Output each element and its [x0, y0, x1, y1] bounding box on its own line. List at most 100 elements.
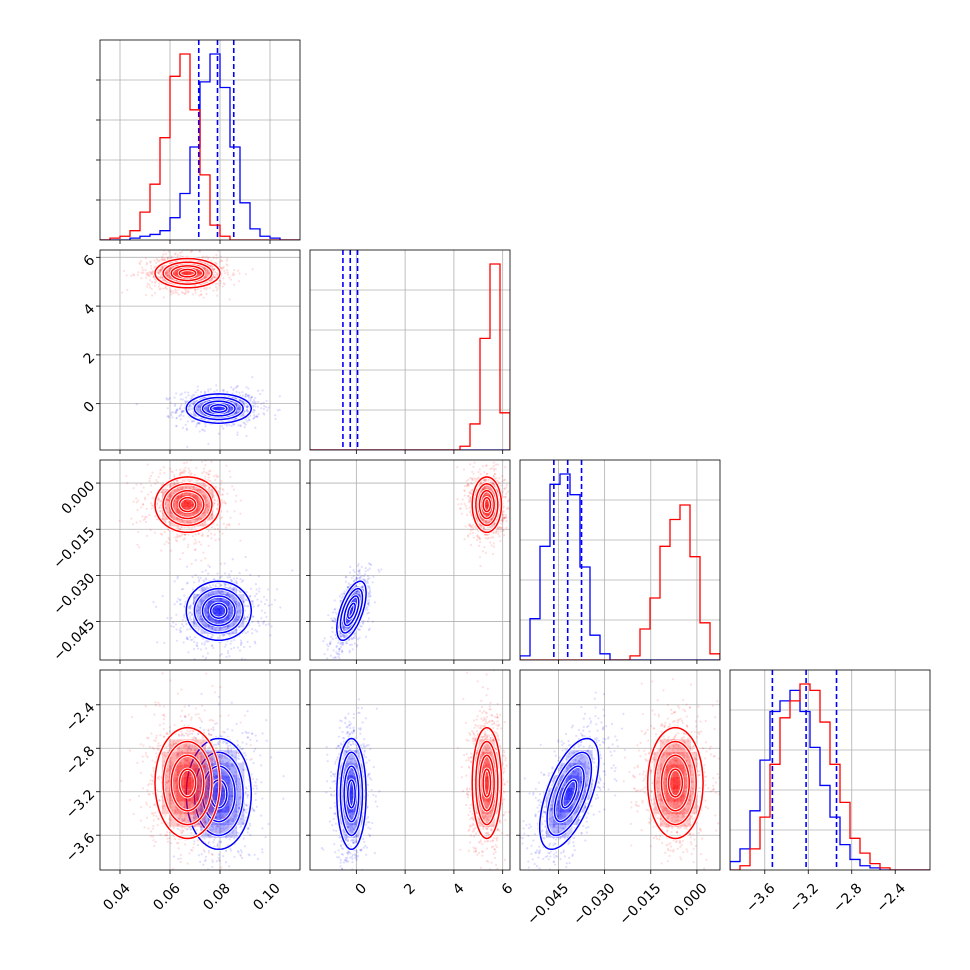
scatter-point — [252, 605, 256, 608]
scatter-point — [204, 475, 207, 478]
scatter-point — [357, 570, 360, 573]
scatter-point — [163, 641, 166, 644]
scatter-point — [198, 421, 201, 424]
scatter-point — [195, 595, 198, 598]
scatter-point — [248, 418, 251, 421]
contour-line — [154, 476, 221, 534]
scatter-point — [190, 562, 193, 566]
scatter-point — [232, 646, 236, 649]
scatter-point — [340, 596, 343, 600]
scatter-point — [142, 503, 145, 506]
scatter-point — [494, 463, 497, 466]
scatter-point — [206, 640, 209, 643]
scatter-point — [236, 431, 239, 434]
scatter-point — [503, 516, 506, 519]
scatter-point — [201, 534, 205, 537]
scatter-point — [345, 642, 348, 645]
scatter-point — [206, 535, 209, 538]
scatter-point — [185, 486, 188, 489]
scatter-point — [275, 588, 279, 591]
scatter-point — [239, 609, 242, 612]
scatter-point — [228, 655, 231, 658]
density-cell — [229, 406, 238, 411]
y-tick-label: −0.045 — [50, 617, 98, 665]
scatter-point — [197, 404, 200, 407]
scatter-point — [347, 582, 350, 585]
scatter-point — [337, 650, 341, 653]
density-cell — [229, 594, 238, 601]
scatter-point — [215, 257, 218, 260]
scatter-point — [350, 637, 353, 641]
scatter-point — [193, 414, 196, 417]
scatter-point — [254, 426, 257, 429]
scatter-point — [150, 271, 153, 274]
scatter-point — [207, 594, 210, 597]
scatter-point — [345, 621, 349, 624]
scatter-point — [273, 598, 277, 602]
scatter-point — [150, 491, 153, 494]
scatter-point — [182, 410, 185, 413]
scatter-point — [212, 268, 215, 271]
scatter-point — [135, 483, 138, 486]
scatter-point — [198, 508, 201, 511]
scatter-point — [226, 591, 230, 595]
scatter-point — [278, 395, 281, 398]
scatter-point — [253, 409, 256, 412]
scatter-point — [205, 647, 208, 650]
scatter-point — [206, 479, 210, 482]
scatter-point — [160, 269, 163, 272]
scatter-point — [200, 543, 203, 546]
scatter-point — [162, 287, 165, 290]
scatter-point — [213, 499, 216, 502]
scatter-point — [229, 633, 232, 636]
scatter-point — [168, 397, 172, 400]
scatter-point — [194, 538, 197, 541]
scatter-point — [193, 657, 196, 660]
scatter-point — [262, 622, 265, 625]
scatter-point — [158, 282, 161, 285]
scatter-point — [203, 643, 206, 646]
scatter-point — [356, 643, 359, 647]
scatter-point — [338, 653, 341, 656]
scatter-point — [201, 655, 205, 658]
scatter-point — [339, 632, 342, 635]
scatter-point — [196, 519, 200, 522]
scatter-point — [238, 272, 241, 275]
scatter-point — [262, 401, 265, 404]
scatter-point — [352, 575, 355, 578]
scatter-point — [244, 423, 247, 426]
scatter-point — [150, 287, 153, 290]
scatter-point — [201, 599, 204, 602]
scatter-point — [193, 401, 196, 404]
scatter-point — [182, 291, 185, 295]
scatter-point — [190, 405, 193, 408]
scatter-point — [505, 483, 509, 487]
scatter-point — [197, 421, 200, 425]
density-cell — [229, 620, 238, 628]
scatter-point — [354, 598, 357, 601]
scatter-point — [178, 415, 181, 418]
scatter-point — [345, 626, 348, 629]
scatter-point — [183, 461, 186, 465]
scatter-point — [176, 600, 179, 603]
scatter-point — [229, 593, 232, 596]
scatter-point — [130, 274, 133, 277]
scatter-point — [235, 403, 238, 406]
scatter-point — [150, 502, 153, 505]
scatter-point — [226, 273, 230, 276]
scatter-point — [200, 642, 204, 645]
scatter-point — [207, 505, 210, 508]
histogram-red — [100, 53, 300, 240]
scatter-point — [148, 479, 151, 483]
scatter-point — [369, 594, 372, 597]
scatter-point — [193, 581, 196, 584]
scatter-point — [231, 558, 234, 561]
scatter-point — [150, 273, 153, 276]
scatter-point — [174, 411, 177, 414]
contour-line — [154, 257, 221, 289]
scatter-point — [330, 617, 333, 620]
scatter-point — [169, 482, 172, 486]
scatter-point — [373, 601, 376, 604]
scatter-point — [239, 424, 242, 427]
scatter-point — [218, 279, 221, 283]
